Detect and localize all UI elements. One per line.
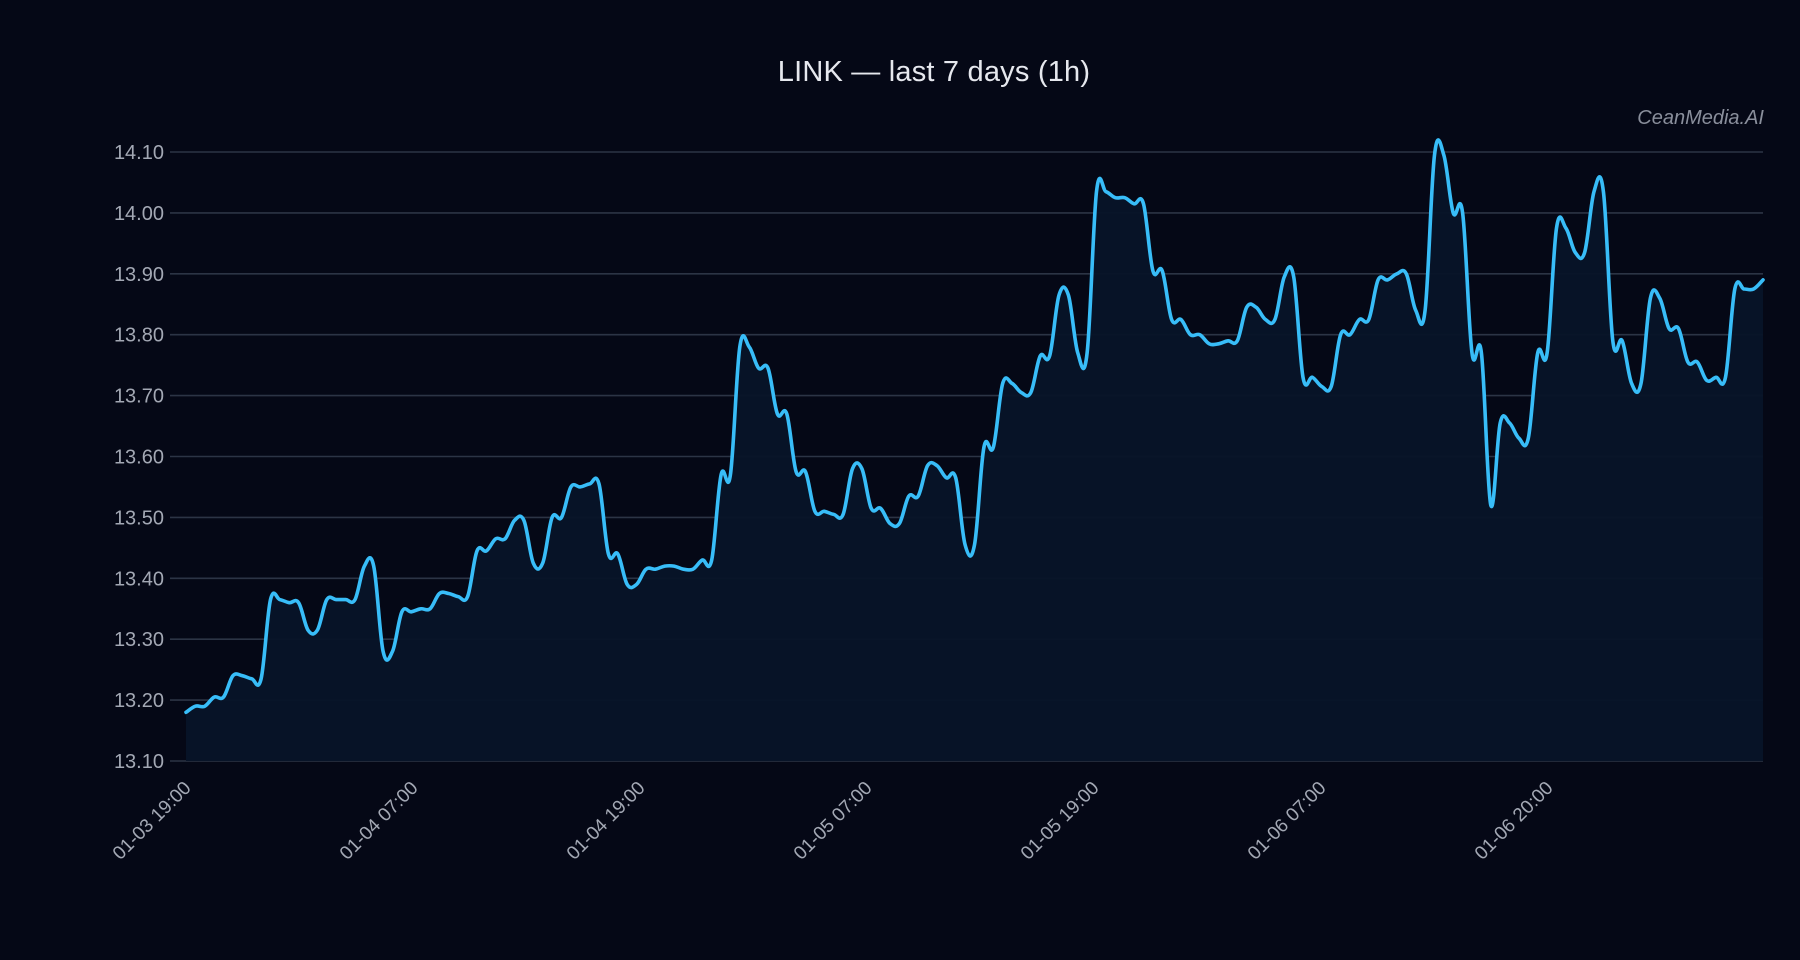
y-tick-label: 13.20	[114, 690, 164, 712]
watermark: CeanMedia.AI	[1637, 107, 1764, 129]
y-tick-label: 13.70	[114, 386, 164, 408]
x-tick-label: 01-05 19:00	[1017, 778, 1104, 865]
y-tick-label: 13.10	[114, 751, 164, 773]
x-tick-label: 01-05 07:00	[790, 778, 877, 865]
y-tick-label: 13.80	[114, 325, 164, 347]
y-tick-label: 13.90	[114, 264, 164, 286]
x-tick-label: 01-06 20:00	[1471, 778, 1558, 865]
y-tick-label: 13.40	[114, 568, 164, 590]
y-tick-label: 14.00	[114, 203, 164, 225]
chart-title: LINK — last 7 days (1h)	[777, 56, 1091, 88]
y-tick-label: 13.30	[114, 629, 164, 651]
price-line	[184, 138, 1765, 715]
x-tick-label: 01-04 19:00	[563, 778, 650, 865]
x-tick-label: 01-06 07:00	[1244, 778, 1331, 865]
y-tick-label: 14.10	[114, 142, 164, 164]
y-axis: 13.10 13.20 13.30 13.40 13.50 13.60 13.70 13.80…	[114, 142, 164, 773]
y-tick-label: 13.60	[114, 447, 164, 469]
x-axis: 01-03 19:00 01-04 07:00 01-04 19:00 01-05 0…	[109, 778, 1558, 865]
x-tick-label: 01-04 07:00	[336, 778, 423, 865]
x-tick-label: 01-03 19:00	[109, 778, 196, 865]
y-tick-label: 13.50	[114, 507, 164, 529]
area-fill	[186, 139, 1763, 761]
